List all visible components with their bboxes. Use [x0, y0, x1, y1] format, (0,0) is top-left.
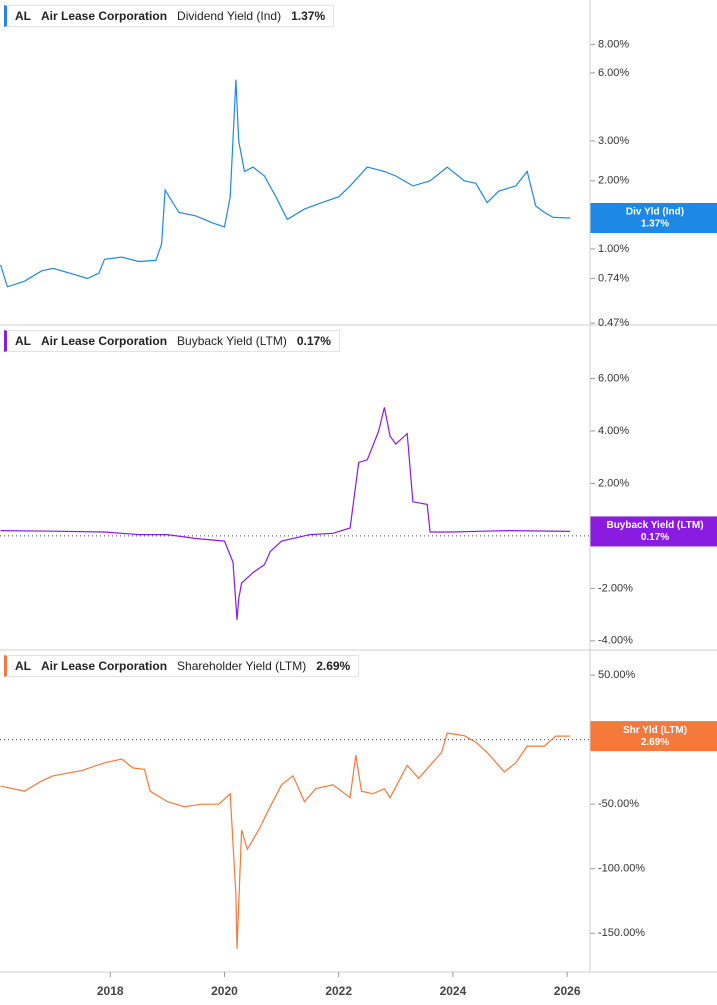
- y-tick-label: -4.00%: [598, 635, 633, 647]
- metric-value: 2.69%: [316, 659, 351, 673]
- y-tick-label: 6.00%: [598, 372, 629, 384]
- y-tick-label: 50.00%: [598, 669, 636, 681]
- y-tick-label: 2.00%: [598, 477, 629, 489]
- y-tick-label: 0.47%: [598, 317, 629, 329]
- y-tick-label: 1.00%: [598, 243, 629, 255]
- badge-value: 1.37%: [641, 219, 669, 230]
- panel-header: AL Air Lease Corporation Dividend Yield (I…: [4, 5, 335, 27]
- value-badge: [590, 721, 717, 752]
- badge-value: 2.69%: [641, 737, 669, 748]
- badge-label: Shr Yld (LTM): [623, 725, 687, 736]
- x-tick-label: 2026: [554, 984, 581, 998]
- metric-title: Dividend Yield (Ind): [177, 9, 282, 23]
- series-line: [0, 79, 571, 288]
- y-tick-label: 2.00%: [598, 175, 629, 187]
- x-tick-label: 2024: [440, 984, 467, 998]
- y-tick-label: 6.00%: [598, 67, 629, 79]
- y-tick-label: -2.00%: [598, 582, 633, 594]
- metric-title: Shareholder Yield (LTM): [177, 659, 307, 673]
- x-tick-label: 2018: [97, 984, 124, 998]
- company-name: Air Lease Corporation: [41, 659, 168, 673]
- x-tick-label: 2022: [325, 984, 352, 998]
- metric-value: 0.17%: [296, 334, 331, 348]
- company-name: Air Lease Corporation: [41, 334, 168, 348]
- y-tick-label: -50.00%: [598, 798, 639, 810]
- y-tick-label: -100.00%: [598, 863, 645, 875]
- y-tick-label: 3.00%: [598, 135, 629, 147]
- badge-label: Div Yld (Ind): [626, 207, 684, 218]
- y-tick-label: 4.00%: [598, 425, 629, 437]
- company-name: Air Lease Corporation: [41, 9, 168, 23]
- y-tick-label: 8.00%: [598, 39, 629, 51]
- ticker: AL: [15, 9, 31, 23]
- panel-header: AL Air Lease Corporation Buyback Yield (LT…: [4, 330, 340, 352]
- badge-value: 0.17%: [641, 532, 669, 543]
- value-badge: [590, 202, 717, 233]
- badge-label: Buyback Yield (LTM): [606, 520, 703, 531]
- ticker: AL: [15, 659, 31, 673]
- x-tick-label: 2020: [211, 984, 238, 998]
- panel-header: AL Air Lease Corporation Shareholder Yield…: [4, 655, 360, 677]
- y-tick-label: 0.74%: [598, 272, 629, 284]
- series-line: [0, 732, 570, 949]
- metric-title: Buyback Yield (LTM): [177, 334, 287, 348]
- y-tick-label: -150.00%: [598, 927, 645, 939]
- series-line: [0, 407, 571, 620]
- metric-value: 1.37%: [291, 9, 326, 23]
- value-badge: [590, 516, 717, 547]
- ticker: AL: [15, 334, 31, 348]
